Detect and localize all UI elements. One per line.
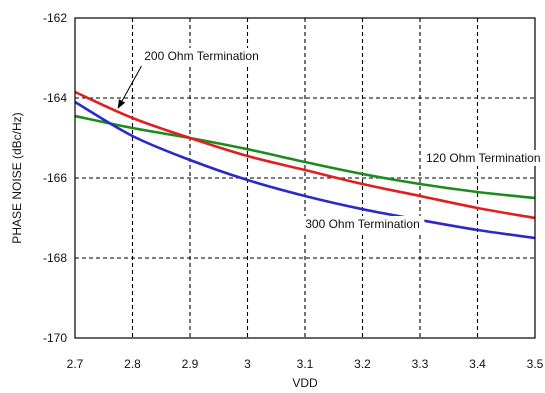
x-tick-label: 3.1 bbox=[297, 357, 314, 371]
x-tick-label: 3.3 bbox=[412, 357, 429, 371]
y-axis-title: PHASE NOISE (dBc/Hz) bbox=[10, 112, 24, 243]
annotations: 200 Ohm Termination 120 Ohm Termination 30… bbox=[117, 48, 545, 232]
annotation-background bbox=[421, 150, 545, 166]
x-tick-label: 3.5 bbox=[527, 357, 544, 371]
x-tick-label: 3.2 bbox=[354, 357, 371, 371]
plot-frame bbox=[74, 17, 536, 339]
series-line-200-ohm-termination bbox=[75, 90, 535, 220]
y-tick-label: -166 bbox=[43, 171, 67, 185]
annotation-200-ohm-termination: 200 Ohm Termination bbox=[144, 49, 259, 63]
x-tick-label: 2.9 bbox=[182, 357, 199, 371]
annotation-300-ohm-termination: 300 Ohm Termination bbox=[305, 217, 420, 231]
annotation-120-ohm-termination: 120 Ohm Termination bbox=[426, 151, 541, 165]
x-tick-label: 3.4 bbox=[469, 357, 486, 371]
series-lines bbox=[75, 90, 535, 240]
series-line-300-ohm-termination bbox=[75, 100, 535, 240]
series-line-120-ohm-termination bbox=[75, 114, 535, 200]
annotation-arrow bbox=[117, 65, 142, 109]
y-tick-label: -168 bbox=[43, 251, 67, 265]
x-tick-label: 2.7 bbox=[67, 357, 84, 371]
annotation-background bbox=[139, 48, 264, 64]
x-axis-title: VDD bbox=[292, 376, 318, 390]
y-tick-label: -162 bbox=[43, 11, 67, 25]
annotation-background bbox=[300, 216, 425, 232]
x-tick-label: 3 bbox=[244, 357, 251, 371]
y-tick-label: -170 bbox=[43, 331, 67, 345]
grid-lines bbox=[75, 18, 535, 338]
y-tick-label: -164 bbox=[43, 91, 67, 105]
x-tick-label: 2.8 bbox=[124, 357, 141, 371]
axis-ticks: 2.7 2.8 2.9 3 3.1 3.2 3.3 3.4 3.5 -170 -168 -166 -16… bbox=[43, 11, 544, 371]
